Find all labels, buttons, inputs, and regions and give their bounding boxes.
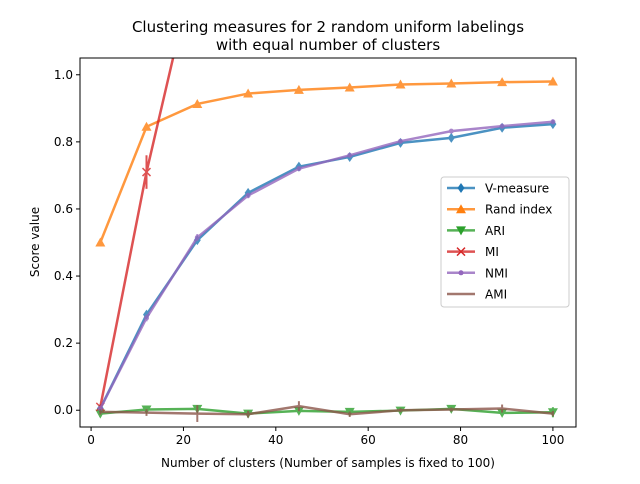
- y-tick-label: 0.2: [54, 336, 73, 350]
- data-point: [344, 82, 355, 92]
- legend-entry: Rand index: [447, 203, 552, 217]
- legend-marker: [458, 270, 464, 276]
- data-point: [499, 123, 505, 129]
- x-tick-label: 40: [268, 433, 283, 447]
- series-line: [99, 120, 554, 410]
- data-point: [395, 79, 406, 89]
- data-point: [293, 84, 304, 94]
- chart-title-line1: Clustering measures for 2 random uniform…: [132, 18, 524, 36]
- series-line: [99, 58, 175, 408]
- data-point: [144, 315, 150, 321]
- data-point: [447, 132, 455, 143]
- legend: V-measure Rand index ARI MI NMI AMI: [440, 176, 570, 308]
- data-point: [497, 77, 508, 87]
- legend-entry: MI: [447, 245, 499, 259]
- data-point: [296, 166, 302, 172]
- y-tick-label: 1.0: [54, 68, 73, 82]
- x-tick-label: 20: [176, 433, 191, 447]
- data-point: [194, 234, 200, 240]
- x-tick-label: 0: [87, 433, 95, 447]
- series-line: [99, 80, 553, 243]
- series-line: [100, 404, 554, 416]
- legend-marker: [456, 247, 466, 257]
- series-ami: [99, 401, 554, 422]
- data-point: [97, 406, 103, 412]
- x-tick-label: 100: [541, 433, 564, 447]
- data-point: [141, 167, 152, 177]
- data-point: [347, 152, 353, 158]
- data-point: [398, 138, 404, 144]
- x-tick-label: 80: [453, 433, 468, 447]
- x-tick-label: 60: [361, 433, 376, 447]
- data-point: [550, 119, 556, 125]
- legend-entry: AMI: [447, 288, 507, 302]
- data-point: [192, 98, 203, 108]
- data-point: [141, 121, 152, 131]
- legend-label: Rand index: [485, 203, 552, 217]
- data-point: [293, 406, 304, 416]
- legend-label: ARI: [485, 224, 505, 238]
- legend-marker: [456, 226, 466, 236]
- data-point: [95, 237, 106, 247]
- legend-marker: [457, 183, 465, 193]
- legend-entry: ARI: [447, 224, 505, 238]
- data-point: [448, 128, 454, 134]
- y-axis-label: Score value: [28, 207, 42, 277]
- y-tick-label: 0.8: [54, 135, 73, 149]
- legend-label: AMI: [485, 288, 507, 302]
- legend-entry: V-measure: [447, 182, 549, 196]
- plot-frame: [79, 57, 577, 428]
- x-axis-label: Number of clusters (Number of samples is…: [161, 456, 495, 470]
- y-tick-label: 0.6: [54, 202, 73, 216]
- data-point: [446, 78, 457, 88]
- y-tick-label: 0.4: [54, 269, 73, 283]
- legend-label: NMI: [485, 266, 508, 280]
- series-rand-index: [95, 76, 558, 247]
- legend-marker: [456, 204, 466, 214]
- data-point: [497, 408, 508, 418]
- series-nmi: [97, 119, 556, 412]
- chart-title-line2: with equal number of clusters: [216, 36, 441, 54]
- legend-entry: NMI: [447, 266, 508, 280]
- data-point: [547, 76, 558, 86]
- data-point: [243, 88, 254, 98]
- data-point: [245, 193, 251, 199]
- legend-label: V-measure: [485, 182, 549, 196]
- y-tick-label: 0.0: [54, 403, 73, 417]
- legend-label: MI: [485, 245, 499, 259]
